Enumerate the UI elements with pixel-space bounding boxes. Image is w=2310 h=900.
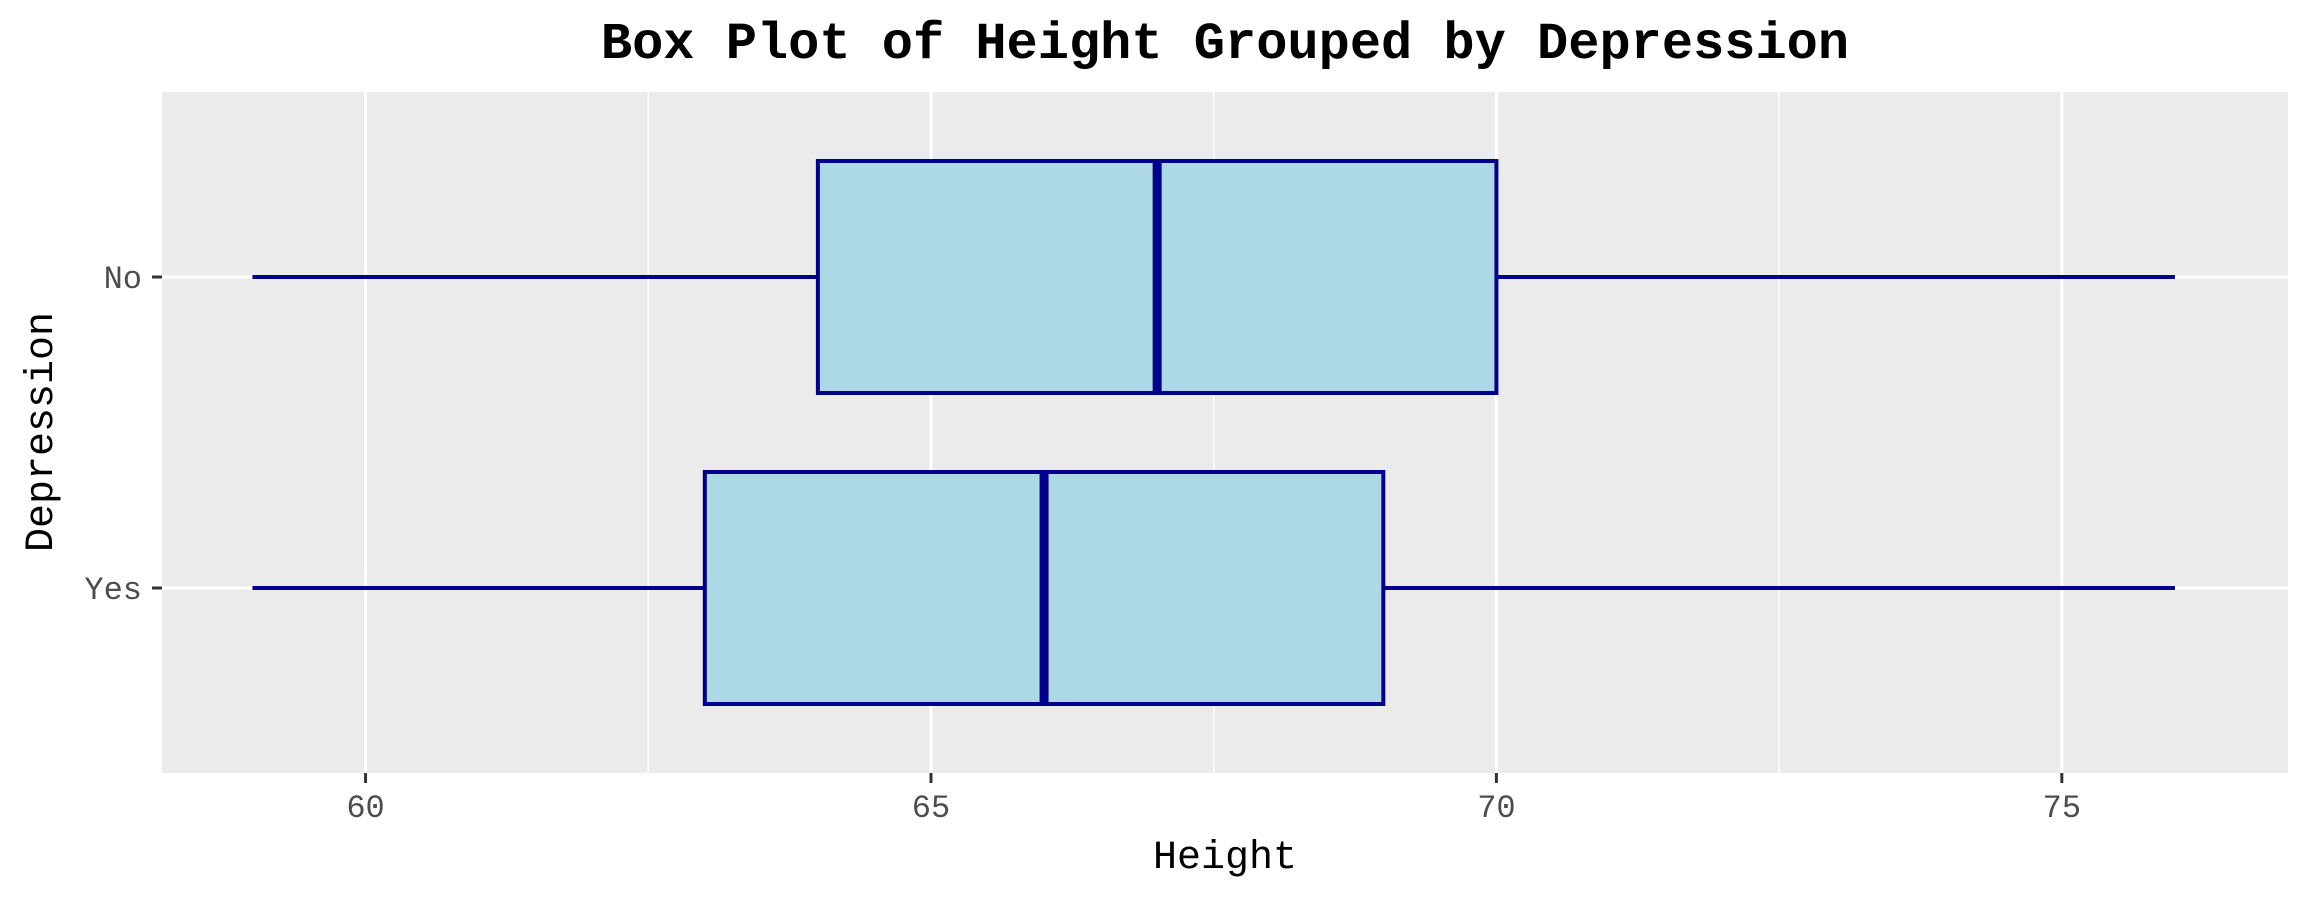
chart-title: Box Plot of Height Grouped by Depression [601,15,1849,74]
x-tick-label: 70 [1477,790,1515,827]
box-yes [252,470,2175,706]
box-no [252,159,2175,395]
axes: 60 65 70 75 No Yes [84,261,2081,827]
y-tick-label: No [104,261,142,298]
x-axis-label: Height [1153,836,1297,881]
y-axis-label: Depression [20,312,65,552]
y-tick-label: Yes [84,572,142,609]
x-tick-label: 60 [346,790,384,827]
boxes [252,159,2175,706]
x-tick-label: 65 [912,790,950,827]
x-tick-label: 75 [2043,790,2081,827]
